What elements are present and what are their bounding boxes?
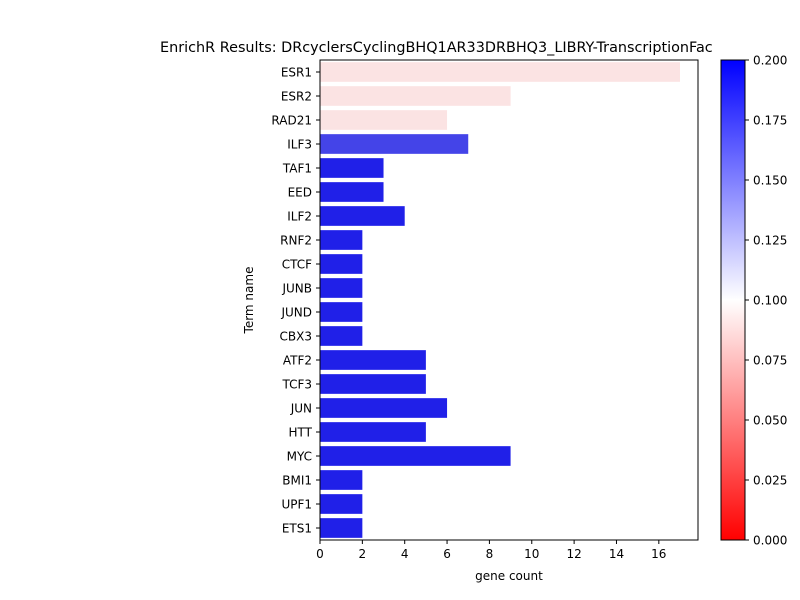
bar-ilf3 [320,134,469,154]
x-tick-label: 8 [486,547,494,561]
bar-ilf2 [320,206,405,226]
y-tick-label: RNF2 [280,234,312,248]
bar-rad21 [320,110,448,130]
y-tick-label: BMI1 [282,474,312,488]
x-tick-label: 14 [609,547,624,561]
bar-upf1 [320,494,363,514]
y-tick-label: TAF1 [282,162,312,176]
bar-htt [320,422,426,442]
bar-esr2 [320,86,511,106]
bar-ctcf [320,254,363,274]
x-tick-group: 0 2 4 6 8 10 12 14 16 [316,540,666,561]
bar-junb [320,278,363,298]
colorbar-tick-group: 0.000 0.025 0.050 0.075 0.100 0.125 0.150 0.175… [745,54,787,548]
y-tick-label: ESR1 [281,66,312,80]
x-tick-label: 0 [316,547,324,561]
bar-bmi1 [320,470,363,490]
x-tick-label: 2 [359,547,367,561]
y-tick-label: ESR2 [281,90,312,104]
bar-esr1 [320,62,680,82]
y-tick-label: ETS1 [282,522,312,536]
colorbar-tick-label: 0.175 [753,114,787,128]
colorbar-tick-label: 0.125 [753,234,787,248]
colorbar [720,59,746,541]
x-tick-label: 4 [401,547,409,561]
x-axis-label: gene count [475,569,543,583]
y-tick-label: CTCF [282,258,312,272]
colorbar-tick-label: 0.050 [753,414,787,428]
bar-eed [320,182,384,202]
y-tick-label: TCF3 [281,378,312,392]
bar-jund [320,302,363,322]
y-tick-label: JUND [280,306,312,320]
y-tick-label: MYC [287,450,312,464]
bar-myc [320,446,511,466]
bar-ets1 [320,518,363,538]
y-tick-label: EED [288,186,312,200]
chart-title: EnrichR Results: DRcyclersCyclingBHQ1AR3… [160,40,713,56]
x-tick-label: 12 [566,547,581,561]
colorbar-tick-label: 0.150 [753,174,787,188]
y-tick-group: ESR1ESR2RAD21ILF3TAF1EEDILF2RNF2CTCFJUNB… [271,66,320,536]
x-tick-label: 10 [524,547,539,561]
colorbar-tick-label: 0.100 [753,294,787,308]
bar-rnf2 [320,230,363,250]
y-tick-label: RAD21 [271,114,312,128]
y-tick-label: ILF2 [287,210,312,224]
colorbar-tick-label: 0.025 [753,474,787,488]
colorbar-tick-label: 0.200 [753,54,787,68]
y-axis-label: Term name [242,267,256,335]
bar-tcf3 [320,374,426,394]
bars-group [320,62,680,538]
x-tick-label: 16 [651,547,666,561]
bar-atf2 [320,350,426,370]
colorbar-tick-label: 0.000 [753,534,787,548]
y-tick-label: ILF3 [287,138,312,152]
plot-frame [319,59,699,541]
x-tick-label: 6 [443,547,451,561]
y-tick-label: JUNB [281,282,312,296]
y-tick-label: CBX3 [280,330,312,344]
y-tick-label: UPF1 [281,498,312,512]
colorbar-tick-label: 0.075 [753,354,787,368]
y-tick-label: HTT [289,426,313,440]
bar-taf1 [320,158,384,178]
y-tick-label: ATF2 [283,354,312,368]
bar-jun [320,398,448,418]
bar-cbx3 [320,326,363,346]
y-tick-label: JUN [290,402,312,416]
